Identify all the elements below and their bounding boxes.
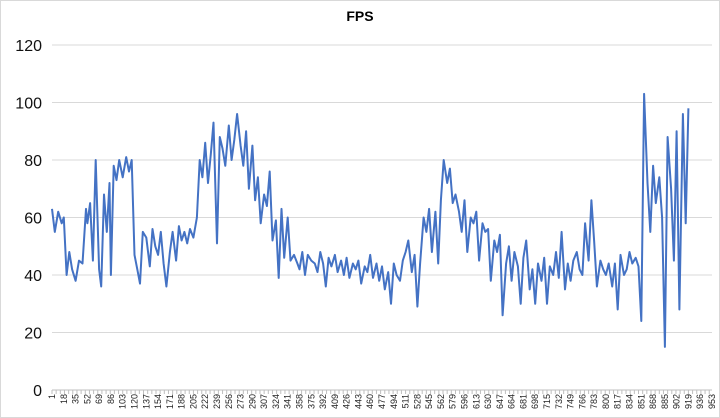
x-axis xyxy=(51,389,712,394)
x-tick-label: 154 xyxy=(153,394,163,409)
y-tick-label: 80 xyxy=(24,153,42,170)
x-tick-label: 69 xyxy=(94,394,104,404)
x-tick-label: 494 xyxy=(389,394,399,409)
x-tick-label: 936 xyxy=(695,394,705,409)
y-tick-label: 100 xyxy=(15,96,42,113)
x-tick-label: 715 xyxy=(542,394,552,409)
x-tick-label: 562 xyxy=(436,394,446,409)
x-tick-label: 205 xyxy=(188,394,198,409)
x-tick-label: 766 xyxy=(577,394,587,409)
x-tick-label: 188 xyxy=(177,394,187,409)
x-tick-label: 171 xyxy=(165,394,175,409)
x-tick-label: 341 xyxy=(283,394,293,409)
x-tick-label: 477 xyxy=(377,394,387,409)
x-tick-label: 528 xyxy=(412,394,422,409)
x-tick-label: 800 xyxy=(601,394,611,409)
x-tick-label: 120 xyxy=(130,394,140,409)
x-tick-label: 137 xyxy=(141,394,151,409)
x-tick-label: 290 xyxy=(247,394,257,409)
x-tick-label: 409 xyxy=(330,394,340,409)
x-tick-label: 783 xyxy=(589,394,599,409)
series-lines xyxy=(51,92,690,348)
x-tick-label: 902 xyxy=(672,394,682,409)
x-tick-label: 596 xyxy=(460,394,470,409)
x-tick-label: 817 xyxy=(613,394,623,409)
x-tick-label: 86 xyxy=(106,394,116,404)
chart-title: FPS xyxy=(346,8,374,24)
x-tick-label: 885 xyxy=(660,394,670,409)
x-tick-label: 222 xyxy=(200,394,210,409)
series-line-0 xyxy=(51,92,690,348)
x-tick-label: 511 xyxy=(401,394,411,408)
x-tick-label: 35 xyxy=(71,394,81,404)
x-tick-label: 443 xyxy=(353,394,363,409)
y-tick-label: 60 xyxy=(24,211,42,228)
gridlines xyxy=(52,44,712,333)
x-tick-label: 18 xyxy=(59,394,69,404)
x-tick-label: 52 xyxy=(82,394,92,404)
x-tick-label: 392 xyxy=(318,394,328,409)
y-tick-label: 0 xyxy=(33,383,42,400)
x-tick-label: 545 xyxy=(424,394,434,409)
x-axis-tick-labels: 1 18 35 52 69 86 103 120 137 154 171 188 205 222 239 25… xyxy=(47,394,717,409)
y-tick-label: 40 xyxy=(24,268,42,285)
x-tick-label: 358 xyxy=(295,394,305,409)
x-tick-label: 647 xyxy=(495,394,505,409)
x-tick-label: 681 xyxy=(518,394,528,409)
x-tick-label: 868 xyxy=(648,394,658,409)
x-tick-label: 460 xyxy=(365,394,375,409)
x-tick-label: 630 xyxy=(483,394,493,409)
x-tick-label: 613 xyxy=(471,394,481,409)
x-tick-label: 749 xyxy=(566,394,576,409)
y-tick-label: 120 xyxy=(15,38,42,55)
x-tick-label: 851 xyxy=(636,394,646,409)
x-tick-label: 698 xyxy=(530,394,540,409)
x-tick-label: 256 xyxy=(224,394,234,409)
x-tick-label: 426 xyxy=(342,394,352,409)
x-tick-label: 239 xyxy=(212,394,222,409)
x-tick-label: 664 xyxy=(507,394,517,409)
x-tick-label: 919 xyxy=(683,394,693,409)
x-tick-label: 834 xyxy=(625,394,635,409)
y-tick-label: 20 xyxy=(24,326,42,343)
x-tick-label: 273 xyxy=(236,394,246,409)
x-tick-label: 324 xyxy=(271,394,281,409)
x-tick-label: 953 xyxy=(707,394,717,409)
x-tick-label: 103 xyxy=(118,394,128,409)
x-tick-label: 732 xyxy=(554,394,564,409)
y-axis-tick-labels: 0 20 40 60 80 100 120 xyxy=(15,38,42,400)
x-tick-label: 375 xyxy=(306,394,316,409)
x-tick-label: 307 xyxy=(259,394,269,409)
x-tick-label: 579 xyxy=(448,394,458,409)
x-tick-label: 1 xyxy=(47,394,57,399)
